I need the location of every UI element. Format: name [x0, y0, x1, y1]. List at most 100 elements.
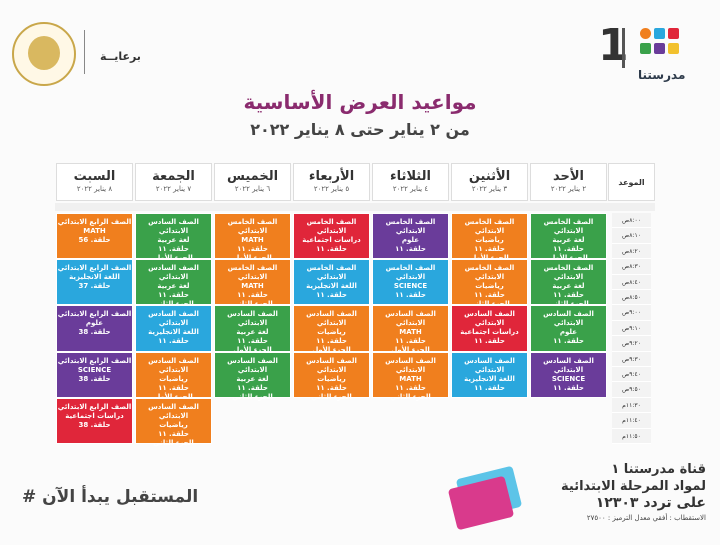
time-slot: ٨:١٠ص: [612, 228, 651, 244]
schedule-table: الموعد الأحد ٢ يناير ٢٠٢٢ الأثنين ٣ يناير ٢٠…: [55, 163, 655, 453]
schedule-cell: الصف السادس الابتدائي رياضيات حلقة. ١١ الجز…: [135, 397, 212, 447]
cell-line: الصف الخامس الابتدائي: [227, 218, 278, 235]
schedule-cell: الصف السادس الابتدائي علوم حلقة. ١١: [530, 305, 607, 352]
cell-line: رياضيات: [317, 328, 346, 337]
header-day: الجمعة ٧ يناير ٢٠٢٢: [135, 163, 212, 201]
schedule-cell: الصف السادس الابتدائي MATH حلقة. ١١ الجزء ا…: [372, 305, 449, 354]
cell-line: MATH: [399, 328, 422, 337]
cell-line: الجزء الأول: [154, 254, 193, 262]
cell-line: حلقة. ١١: [158, 291, 189, 300]
cell-line: الجزء الأول: [470, 254, 509, 262]
sponsor-label: برعايــة: [100, 50, 141, 63]
cell-line: رياضيات: [475, 282, 504, 291]
cell-line: SCIENCE: [393, 282, 428, 291]
schedule-cell: الصف الرابع الابتدائي اللغة الانجليزية حلق…: [56, 259, 133, 306]
cell-line: لغة عربية: [157, 236, 190, 244]
day-date: ٥ يناير ٢٠٢٢: [313, 185, 350, 193]
header-day: السبت ٨ يناير ٢٠٢٢: [56, 163, 133, 201]
cell-line: رياضيات: [317, 374, 346, 383]
cell-line: الصف السادس الابتدائي: [227, 310, 278, 328]
cell-line: الصف السادس الابتدائي: [227, 356, 278, 374]
cell-line: الجزء الأول: [233, 346, 272, 355]
day-name: الجمعة: [152, 169, 195, 184]
cell-line: اللغة الانجليزية: [69, 273, 120, 282]
time-slot: ٨:٠٠ص: [612, 213, 651, 229]
schedule-cell: الصف السادس الابتدائي رياضيات حلقة. ١١ الجز…: [135, 351, 212, 401]
cell-line: حلقة. ١١: [553, 245, 584, 253]
schedule-cell: الصف الخامس الابتدائي لغة عربية حلقة. ١١ ال…: [530, 213, 607, 262]
schedule-cell: الصف الرابع الابتدائي MATH حلقة. 56: [56, 213, 133, 260]
header-time: الموعد: [608, 163, 655, 201]
schedule-cell: الصف الرابع الابتدائي علوم حلقة. 38: [56, 305, 133, 352]
cell-line: الصف الخامس الابتدائي: [306, 218, 357, 235]
schedule-cell: الصف السادس الابتدائي SCIENCE حلقة. ١١: [530, 351, 607, 398]
cell-line: الصف السادس الابتدائي: [306, 356, 357, 374]
schedule-cell: الصف الرابع الابتدائي دراسات اجتماعية حلقة…: [56, 397, 133, 444]
cell-line: الصف السادس الابتدائي: [385, 356, 436, 374]
madrasetna-logo: 1 مدرستنا: [598, 22, 708, 83]
page-subtitle: من ٢ يناير حتى ٨ يناير ٢٠٢٢: [250, 120, 470, 139]
schedule-cell: الصف الخامس الابتدائي اللغة الانجليزية حلق…: [293, 259, 370, 306]
day-name: السبت: [73, 169, 116, 184]
day-name: الأحد: [552, 169, 584, 184]
cell-line: حلقة. ١١: [553, 291, 584, 300]
schedule-cell: الصف السادس الابتدائي لغة عربية حلقة. ١١ ال…: [214, 351, 291, 401]
cell-line: رياضيات: [159, 420, 188, 429]
time-slot: ٩:٥٠ص: [612, 382, 651, 398]
day-date: ٦ يناير ٢٠٢٢: [234, 185, 271, 193]
cell-line: الجزء الأول: [391, 346, 430, 355]
cell-line: الجزء الأول: [154, 392, 193, 401]
cell-line: اللغة الانجليزية: [464, 374, 515, 383]
cell-line: الصف الخامس الابتدائي: [543, 218, 594, 235]
header-day: الأثنين ٣ يناير ٢٠٢٢: [451, 163, 528, 201]
cell-line: لغة عربية: [552, 236, 585, 244]
schedule-cell: الصف الرابع الابتدائي SCIENCE حلقة. 38: [56, 351, 133, 398]
cell-line: حلقة. ١١: [158, 383, 189, 392]
channel-frequency: على تردد ١٢٣٠٣: [595, 495, 706, 511]
cell-line: حلقة. ١١: [395, 383, 426, 392]
cell-line: الصف الخامس الابتدائي: [464, 264, 515, 282]
cell-line: رياضيات: [159, 374, 188, 383]
cell-line: MATH: [241, 282, 264, 291]
logo-square-icon: [654, 43, 665, 54]
cell-line: الصف السادس الابتدائي: [543, 310, 594, 328]
cell-line: الصف السادس الابتدائي: [464, 356, 515, 374]
cell-line: حلقة. ١١: [474, 245, 505, 253]
cell-line: الصف السادس الابتدائي: [148, 402, 199, 420]
cell-line: لغة عربية: [236, 374, 269, 383]
schedule-cell: الصف السادس الابتدائي رياضيات حلقة. ١١ الجز…: [293, 305, 370, 354]
cell-line: حلقة. ١١: [395, 245, 426, 253]
cell-line: لغة عربية: [236, 328, 269, 337]
schedule-cell: الصف السادس الابتدائي اللغة الانجليزية حلق…: [135, 305, 212, 352]
cell-line: الصف الخامس الابتدائي: [385, 218, 436, 235]
day-date: ٢ يناير ٢٠٢٢: [550, 185, 587, 193]
cell-line: اللغة الانجليزية: [306, 282, 357, 291]
schedule-cell: الصف الخامس الابتدائي رياضيات حلقة. ١١ الجز…: [451, 259, 528, 308]
cell-line: دراسات اجتماعية: [460, 328, 519, 337]
cell-line: حلقة. 56: [78, 236, 111, 244]
cell-line: حلقة. ١١: [237, 337, 268, 346]
schedule-cell: الصف السادس الابتدائي لغة عربية حلقة. ١١ ال…: [135, 213, 212, 262]
cell-line: حلقة. ١١: [237, 383, 268, 392]
schedule-cell: الصف السادس الابتدائي لغة عربية حلقة. ١١ ال…: [135, 259, 212, 308]
schedule-cell: الصف الخامس الابتدائي علوم حلقة. ١١: [372, 213, 449, 260]
header-day: الأحد ٢ يناير ٢٠٢٢: [530, 163, 607, 201]
cell-line: حلقة. ١١: [316, 291, 347, 300]
day-date: ٧ يناير ٢٠٢٢: [155, 185, 192, 193]
header-day: الأربعاء ٥ يناير ٢٠٢٢: [293, 163, 370, 201]
cell-line: دراسات اجتماعية: [65, 411, 124, 420]
cell-line: الجزء الثاني: [548, 300, 589, 309]
channel-info: قناة مدرستنا ١ لمواد المرحلة الابتدائية …: [406, 462, 706, 522]
cell-line: حلقة. ١١: [237, 245, 268, 253]
day-date: ٤ يناير ٢٠٢٢: [392, 185, 429, 193]
cell-line: حلقة. ١١: [395, 291, 426, 300]
cell-line: حلقة. ١١: [158, 429, 189, 438]
logo-square-icon: [640, 43, 651, 54]
cell-line: رياضيات: [475, 236, 504, 244]
day-date: ٣ يناير ٢٠٢٢: [471, 185, 508, 193]
schedule-cell: الصف السادس الابتدائي دراسات اجتماعية حلقة…: [451, 305, 528, 352]
cell-line: حلقة. ١١: [553, 337, 584, 346]
cell-line: الصف السادس الابتدائي: [148, 264, 199, 282]
time-slot: ١١:٣٠م: [612, 397, 651, 414]
day-date: ٨ يناير ٢٠٢٢: [76, 185, 113, 193]
